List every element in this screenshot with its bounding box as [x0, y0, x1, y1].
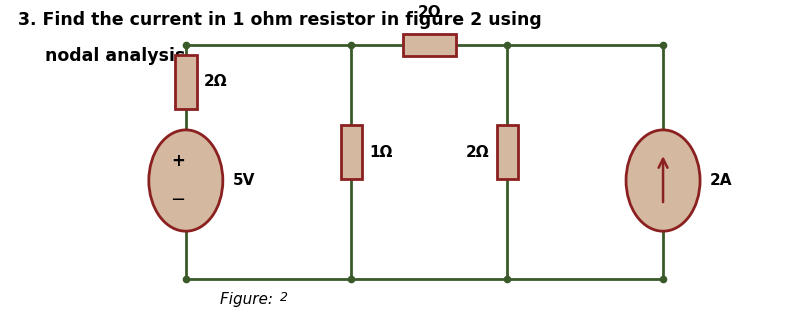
Text: 1Ω: 1Ω: [369, 144, 392, 160]
Ellipse shape: [626, 130, 700, 231]
Bar: [496, 125, 518, 179]
Text: −: −: [170, 191, 186, 209]
Bar: [403, 34, 456, 56]
Text: 2Ω: 2Ω: [466, 144, 490, 160]
Text: 2Ω: 2Ω: [203, 75, 227, 90]
Text: +: +: [171, 152, 185, 170]
Ellipse shape: [148, 130, 223, 231]
Text: 2A: 2A: [710, 173, 732, 188]
Text: 2: 2: [280, 291, 288, 305]
Bar: [341, 125, 362, 179]
Text: 5V: 5V: [232, 173, 255, 188]
Bar: [175, 55, 197, 109]
Text: 2Ω: 2Ω: [417, 5, 441, 20]
Text: nodal analysis.: nodal analysis.: [44, 47, 191, 65]
Text: Figure:: Figure:: [220, 292, 278, 307]
Text: 3. Find the current in 1 ohm resistor in figure 2 using: 3. Find the current in 1 ohm resistor in…: [19, 11, 542, 29]
